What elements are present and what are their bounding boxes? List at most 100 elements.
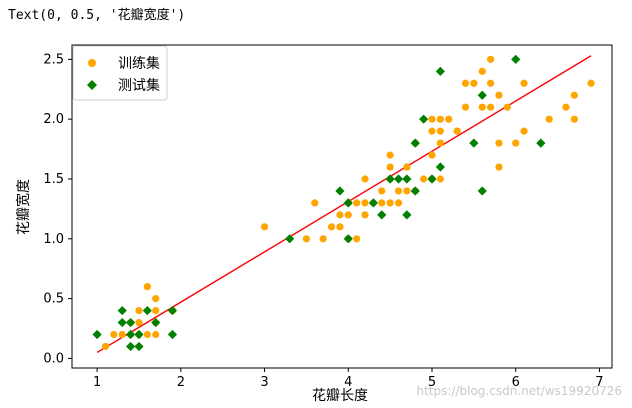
test-point — [410, 186, 420, 196]
train-point — [353, 235, 361, 243]
train-point — [353, 199, 361, 207]
train-point — [344, 211, 352, 219]
test-point — [435, 66, 445, 76]
train-point — [386, 163, 394, 171]
y-tick-label: 1.0 — [43, 232, 64, 247]
test-point — [435, 162, 445, 172]
y-tick-label: 1.5 — [43, 172, 64, 187]
test-point — [343, 234, 353, 244]
train-point — [487, 55, 495, 63]
y-tick-label: 0.0 — [43, 351, 64, 366]
legend: 训练集 测试集 — [72, 45, 168, 101]
train-point — [361, 175, 369, 183]
train-point — [495, 163, 503, 171]
train-point — [487, 79, 495, 87]
watermark-text: https://blog.csdn.net/ws19920726 — [416, 384, 622, 398]
legend-box — [72, 45, 168, 101]
train-point — [311, 199, 319, 207]
train-point — [118, 330, 126, 339]
legend-test-marker — [87, 80, 97, 90]
train-point — [436, 175, 444, 183]
test-point — [469, 138, 479, 148]
test-point — [134, 329, 144, 340]
x-tick-label: 5 — [428, 375, 436, 390]
test-point — [477, 90, 487, 100]
test-point — [419, 114, 429, 124]
test-point — [410, 138, 420, 148]
test-point — [167, 329, 178, 340]
train-point — [394, 199, 403, 207]
train-point — [436, 115, 444, 123]
axis-ticks: 1 2 3 4 5 6 7 0.0 0.5 1.0 1.5 2.0 2.5 — [43, 52, 603, 390]
train-point — [336, 211, 344, 219]
test-point — [477, 186, 487, 196]
x-tick-label: 4 — [344, 375, 352, 390]
train-point — [302, 235, 311, 243]
train-point — [453, 127, 461, 135]
test-point — [511, 54, 521, 64]
test-point — [393, 174, 404, 184]
test-point — [126, 329, 136, 340]
train-point — [361, 199, 369, 207]
test-point — [151, 317, 161, 328]
train-point — [152, 306, 160, 315]
test-point — [427, 174, 437, 184]
train-point — [386, 151, 394, 159]
test-point — [402, 210, 412, 220]
train-point — [587, 79, 595, 87]
train-point — [470, 79, 478, 87]
train-point — [436, 127, 444, 135]
train-point — [512, 139, 520, 147]
test-point — [117, 305, 127, 316]
y-tick-label: 0.5 — [43, 292, 64, 307]
train-point — [420, 175, 428, 183]
train-point — [135, 306, 143, 315]
train-point — [570, 115, 578, 123]
train-point — [378, 199, 386, 207]
train-point — [403, 163, 411, 171]
train-point — [403, 187, 411, 195]
train-point — [495, 91, 503, 99]
train-point — [487, 103, 495, 111]
train-point — [135, 318, 143, 327]
test-point — [142, 305, 152, 316]
chart-marks — [92, 54, 595, 354]
train-point — [503, 103, 511, 111]
train-point — [378, 187, 386, 195]
train-point — [445, 115, 453, 123]
train-point — [428, 151, 436, 159]
train-point — [143, 330, 151, 339]
train-point — [152, 295, 160, 303]
train-point — [545, 115, 553, 123]
train-point — [520, 79, 528, 87]
test-point — [285, 234, 295, 244]
train-point — [461, 79, 470, 87]
legend-test-label: 测试集 — [118, 77, 160, 94]
train-point — [152, 330, 160, 339]
train-point — [562, 103, 570, 111]
train-point — [110, 330, 118, 339]
train-point — [260, 223, 269, 231]
train-point — [428, 127, 436, 135]
train-point — [461, 103, 470, 111]
train-point — [495, 139, 503, 147]
x-axis-label: 花瓣长度 — [312, 388, 368, 404]
test-point — [402, 174, 412, 184]
legend-train-label: 训练集 — [118, 55, 160, 72]
test-point — [117, 317, 127, 328]
y-tick-label: 2.0 — [43, 112, 64, 127]
cell-output-text: Text(0, 0.5, '花瓣宽度') — [8, 8, 186, 23]
train-point — [319, 235, 327, 243]
test-point — [368, 198, 378, 208]
train-point — [327, 223, 336, 231]
test-point — [343, 198, 353, 208]
train-point — [386, 199, 394, 207]
train-point — [361, 211, 369, 219]
test-point — [126, 341, 136, 352]
train-point — [570, 91, 578, 99]
train-point — [520, 127, 528, 135]
train-point — [101, 342, 110, 351]
test-point — [335, 186, 345, 196]
train-point — [478, 103, 486, 111]
